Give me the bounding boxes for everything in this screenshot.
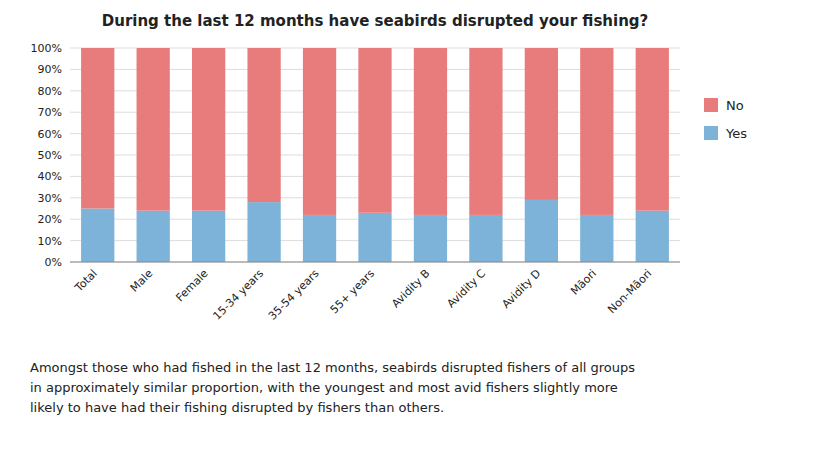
bar xyxy=(580,48,613,215)
bar xyxy=(580,215,613,262)
bar xyxy=(137,48,170,211)
caption-line: likely to have had their fishing disrupt… xyxy=(30,400,444,415)
x-tick-label: Female xyxy=(173,267,210,304)
bar xyxy=(358,213,391,262)
y-tick-label: 20% xyxy=(38,213,62,226)
bar xyxy=(247,48,280,202)
legend: No Yes xyxy=(704,98,747,141)
bars xyxy=(81,48,669,262)
x-tick-label: Non-Māori xyxy=(605,267,654,316)
y-tick-label: 70% xyxy=(38,106,62,119)
bar xyxy=(358,48,391,213)
caption-line: in approximately similar proportion, wit… xyxy=(30,380,618,395)
x-tick-label: Māori xyxy=(568,267,599,298)
bar xyxy=(81,209,114,263)
bar xyxy=(81,48,114,209)
bar xyxy=(192,211,225,262)
legend-label: Yes xyxy=(725,126,747,141)
bar xyxy=(469,48,502,215)
x-tick-label: Male xyxy=(128,267,156,295)
y-tick-label: 80% xyxy=(38,85,62,98)
y-tick-label: 90% xyxy=(38,63,62,76)
bar xyxy=(414,215,447,262)
x-tick-label: Total xyxy=(72,267,100,295)
grid-line xyxy=(70,262,680,263)
x-tick-label: Avidity C xyxy=(445,267,489,311)
bar xyxy=(303,215,336,262)
legend-swatch xyxy=(704,98,718,112)
y-tick-label: 100% xyxy=(31,42,62,55)
x-tick-label: Avidity B xyxy=(389,267,432,310)
caption-line: Amongst those who had fished in the last… xyxy=(30,360,635,375)
bar xyxy=(192,48,225,211)
bar xyxy=(303,48,336,215)
legend-label: No xyxy=(726,98,744,113)
x-tick-label: 35-54 years xyxy=(266,267,322,323)
bar xyxy=(636,48,669,211)
y-tick-label: 0% xyxy=(45,256,62,269)
y-tick-label: 60% xyxy=(38,128,62,141)
title: During the last 12 months have seabirds … xyxy=(102,12,649,30)
y-tick-label: 50% xyxy=(38,149,62,162)
bar xyxy=(469,215,502,262)
caption: Amongst those who had fished in the last… xyxy=(30,360,635,415)
y-tick-label: 40% xyxy=(38,170,62,183)
grid xyxy=(70,48,680,262)
x-tick-label: Avidity D xyxy=(499,267,543,311)
bar xyxy=(636,211,669,262)
bar xyxy=(414,48,447,215)
bar xyxy=(247,202,280,262)
chart: During the last 12 months have seabirds … xyxy=(0,0,822,470)
bar xyxy=(137,211,170,262)
bar xyxy=(525,200,558,262)
y-tick-label: 30% xyxy=(38,192,62,205)
x-axis-line xyxy=(70,262,680,263)
bar xyxy=(525,48,558,200)
x-tick-label: 15-34 years xyxy=(211,267,267,323)
legend-swatch xyxy=(704,126,718,140)
y-tick-label: 10% xyxy=(38,235,62,248)
x-tick-label: 55+ years xyxy=(328,267,378,317)
